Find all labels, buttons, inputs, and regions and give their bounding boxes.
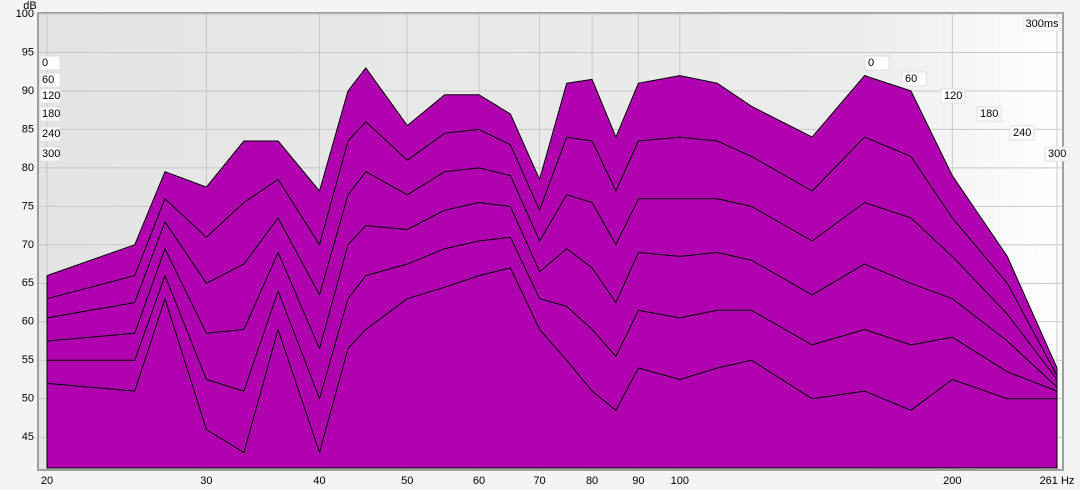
time-unit-label: 300ms (1025, 18, 1059, 30)
y-tick-label: 65 (22, 277, 34, 289)
time-label: 0 (868, 57, 874, 69)
slice (46, 267, 1058, 469)
x-tick-label: 200 (943, 475, 961, 487)
time-label-box (39, 106, 61, 122)
time-label-box (1009, 125, 1035, 141)
time-label: 300 (1048, 148, 1066, 160)
time-label: 0 (42, 57, 48, 69)
time-label: 120 (944, 90, 962, 102)
y-tick-label: 90 (22, 85, 34, 97)
y-tick-label: 50 (22, 393, 34, 405)
y-tick-label: 85 (22, 123, 34, 135)
time-label-box (39, 72, 61, 88)
time-label-box (976, 106, 1002, 122)
y-tick-label: 60 (22, 316, 34, 328)
time-label: 300 (42, 148, 60, 160)
y-tick-label: 75 (22, 200, 34, 212)
y-unit: dB (23, 0, 36, 12)
time-label-box (39, 126, 61, 142)
x-tick-label: 60 (473, 475, 485, 487)
time-label-box (39, 88, 61, 104)
y-tick-label: 80 (22, 162, 34, 174)
time-label-box (864, 55, 890, 71)
x-tick-label: 30 (200, 475, 212, 487)
x-tick-label: 40 (313, 475, 325, 487)
time-label: 120 (42, 90, 60, 102)
x-tick-label: 80 (586, 475, 598, 487)
time-label-box (940, 88, 966, 104)
time-label-box (901, 71, 927, 87)
time-label: 60 (42, 74, 54, 86)
time-label: 60 (905, 73, 917, 85)
y-tick-label: 95 (22, 46, 34, 58)
time-label-box (1044, 146, 1070, 162)
y-tick-label: 45 (22, 431, 34, 443)
labels: 45 50 55 60 65 70 75 80 85 90 95 100 20 30 40 50 60 70 80 9… (16, 8, 1075, 487)
x-tick-label: 261 Hz (1040, 475, 1075, 487)
x-tick-label: 50 (401, 475, 413, 487)
time-label: 180 (42, 108, 60, 120)
y-tick-label: 70 (22, 239, 34, 251)
x-tick-label: 70 (533, 475, 545, 487)
y-tick-label: 100 (16, 8, 34, 20)
time-label: 180 (980, 108, 998, 120)
time-label-box (39, 146, 61, 162)
x-tick-label: 100 (671, 475, 689, 487)
time-label: 240 (42, 128, 60, 140)
time-unit-box (1023, 16, 1061, 32)
time-label: 240 (1013, 127, 1031, 139)
x-tick-label: 90 (632, 475, 644, 487)
time-label-box (39, 55, 61, 71)
x-tick-label: 20 (41, 475, 53, 487)
y-tick-label: 55 (22, 354, 34, 366)
slices (46, 67, 1058, 469)
